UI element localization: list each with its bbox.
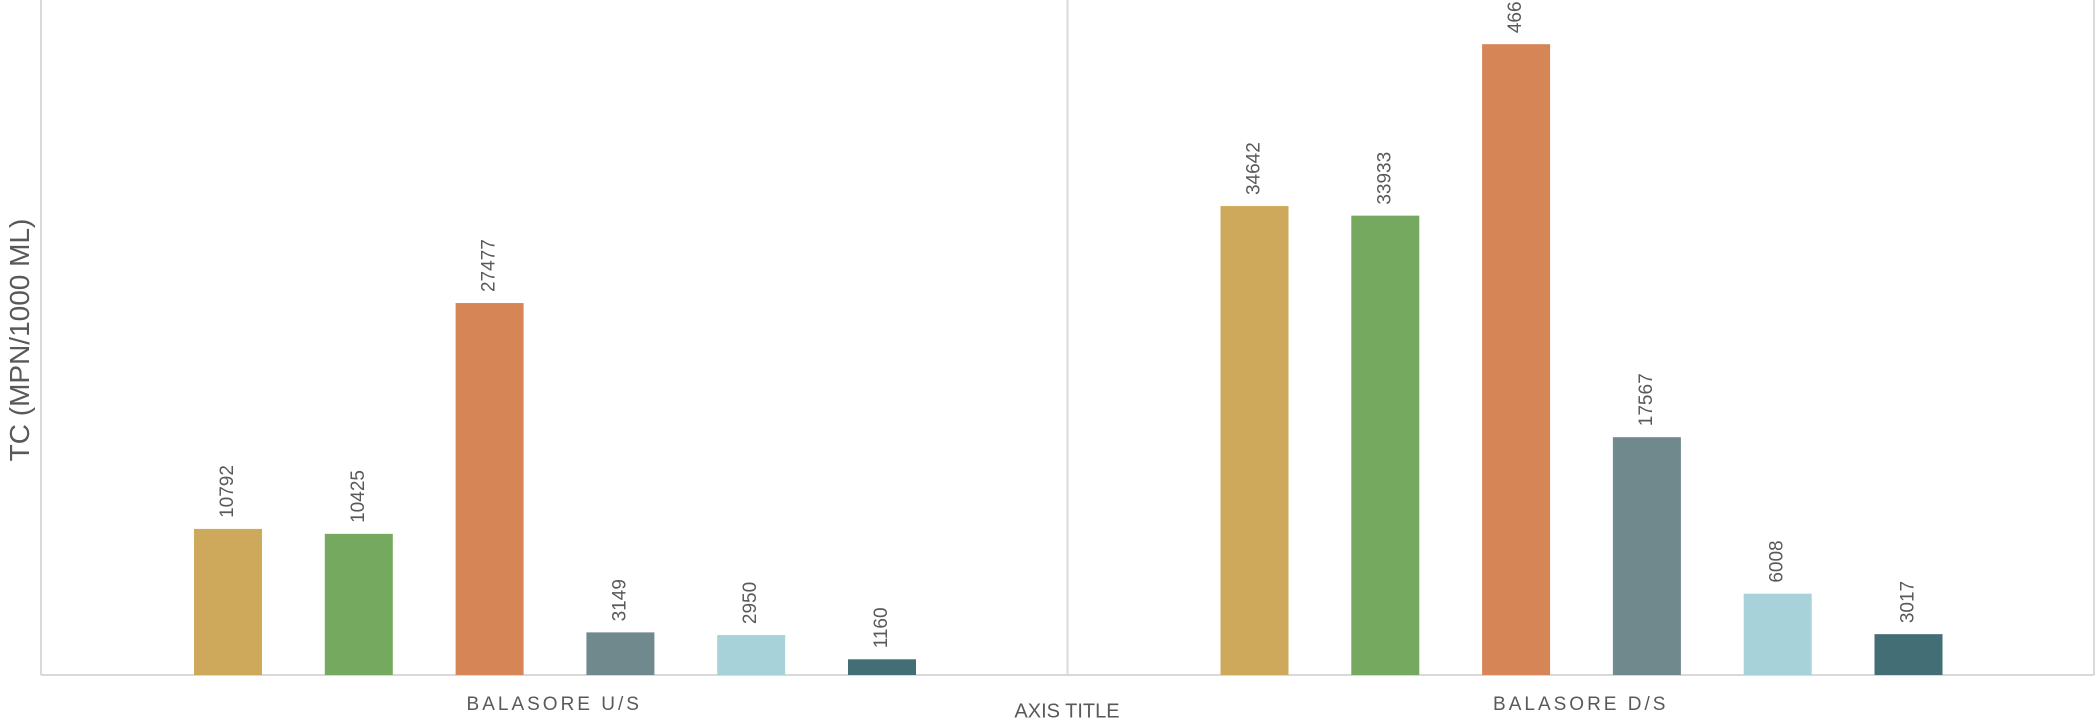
data-label: 466 [1505,1,1526,33]
bar [1743,593,1812,675]
data-label: 6008 [1767,540,1788,582]
category-label: BALASORE D/S [1493,694,1668,715]
bar [324,533,393,675]
data-label: 34642 [1244,142,1265,195]
data-label: 10792 [217,465,238,518]
bar [1220,206,1289,675]
bar [1874,634,1943,675]
data-label: 3017 [1898,581,1919,623]
bar [1351,215,1420,675]
bar [848,659,916,675]
data-label: 1160 [871,607,892,648]
data-label: 17567 [1636,373,1657,426]
data-label: 33933 [1374,152,1395,205]
bar [194,528,262,675]
data-label: 3149 [609,579,630,621]
bar [455,303,524,675]
data-label: 2950 [740,582,761,624]
data-label: 10425 [348,470,369,523]
bar [717,635,786,675]
y-axis-title: TC (MPN/1000 ML) [4,218,35,462]
bar [1612,437,1681,675]
data-label: 27477 [479,239,500,292]
bar [1482,44,1551,676]
bar [586,632,655,675]
category-label: BALASORE U/S [467,694,642,715]
x-axis-title: AXIS TITLE [1014,700,1120,723]
